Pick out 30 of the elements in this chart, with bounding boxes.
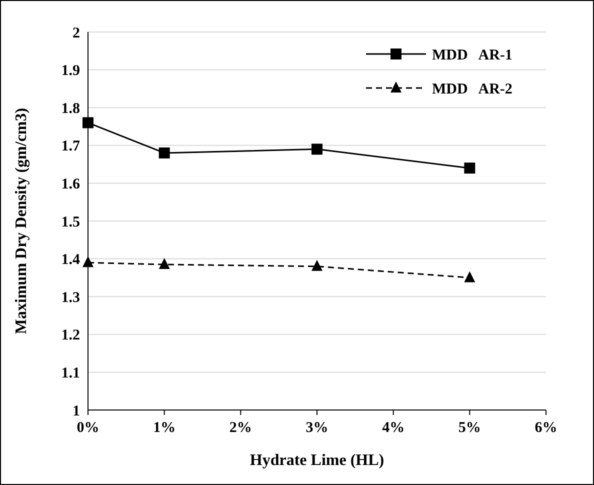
point bbox=[312, 144, 322, 155]
legend-label: MDD AR-2 bbox=[432, 81, 512, 98]
y-tick-label: 1.3 bbox=[61, 290, 80, 306]
y-tick-label: 1.6 bbox=[61, 176, 80, 192]
point bbox=[82, 256, 94, 268]
x-tick-label: 5% bbox=[458, 420, 481, 436]
y-tick-label: 1.5 bbox=[61, 214, 80, 230]
y-tick-label: 1.2 bbox=[61, 328, 80, 344]
point bbox=[464, 162, 476, 174]
y-tick-label: 1 bbox=[72, 403, 80, 420]
y-tick-label: 2 bbox=[72, 25, 80, 42]
x-tick-label: 6% bbox=[534, 420, 558, 436]
y-tick-label: 1.1 bbox=[61, 365, 80, 382]
y-axis-title: Maximum Dry Density (gm/cm3) bbox=[13, 108, 30, 334]
y-tick-label: 1.7 bbox=[61, 138, 80, 155]
x-tick-label: 4% bbox=[382, 420, 405, 436]
y-tick-label: 1.4 bbox=[61, 252, 80, 268]
point bbox=[158, 147, 170, 158]
x-tick-label: 2% bbox=[229, 420, 252, 436]
x-tick-label: 3% bbox=[306, 420, 328, 436]
x-tick-label: 0% bbox=[76, 420, 100, 436]
y-tick-label: 1.8 bbox=[61, 100, 80, 117]
point bbox=[312, 260, 322, 271]
point bbox=[82, 117, 94, 128]
x-axis-title: Hydrate Lime (HL) bbox=[250, 452, 384, 469]
point bbox=[158, 258, 170, 269]
x-tick-label: 1% bbox=[153, 420, 176, 436]
y-tick-label: 1.9 bbox=[61, 63, 80, 80]
point bbox=[464, 271, 476, 282]
legend-label: MDD AR-1 bbox=[432, 47, 512, 64]
